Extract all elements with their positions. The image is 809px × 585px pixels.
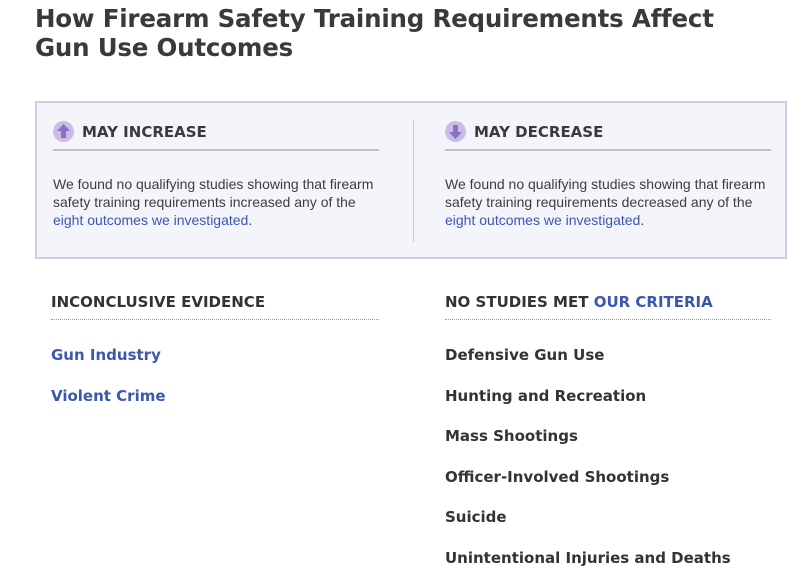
may-decrease-text: We found no qualifying studies showing t… (445, 175, 771, 229)
no-studies-title: NO STUDIES MET OUR CRITERIA (445, 292, 713, 312)
may-decrease-title: MAY DECREASE (474, 123, 604, 141)
outcome-defensive-gun-use: Defensive Gun Use (445, 346, 605, 364)
outcome-unintentional-injuries-and-deaths: Unintentional Injuries and Deaths (445, 549, 731, 567)
may-decrease-text-body: We found no qualifying studies showing t… (445, 176, 766, 210)
may-increase-text: We found no qualifying studies showing t… (53, 175, 379, 229)
inconclusive-evidence-header: INCONCLUSIVE EVIDENCE (51, 290, 379, 320)
arrow-down-icon (445, 121, 466, 142)
may-decrease-header: MAY DECREASE (445, 119, 771, 151)
outcome-mass-shootings: Mass Shootings (445, 427, 578, 445)
inconclusive-evidence-title: INCONCLUSIVE EVIDENCE (51, 293, 266, 311)
may-increase-title: MAY INCREASE (82, 123, 207, 141)
arrow-up-icon (53, 121, 74, 142)
our-criteria-link[interactable]: OUR CRITERIA (593, 293, 713, 311)
outcome-link-gun-industry[interactable]: Gun Industry (51, 346, 161, 364)
no-studies-title-text: NO STUDIES MET (445, 293, 594, 311)
outcome-hunting-and-recreation: Hunting and Recreation (445, 387, 647, 405)
eight-outcomes-link[interactable]: eight outcomes we investigated (53, 212, 249, 228)
may-increase-header: MAY INCREASE (53, 119, 379, 151)
may-increase-text-end: . (248, 212, 253, 228)
outcome-link-violent-crime[interactable]: Violent Crime (51, 387, 166, 405)
no-studies-header: NO STUDIES MET OUR CRITERIA (445, 290, 771, 320)
may-decrease-text-end: . (640, 212, 645, 228)
effects-summary-box: MAY INCREASE We found no qualifying stud… (35, 101, 787, 259)
eight-outcomes-link[interactable]: eight outcomes we investigated (445, 212, 641, 228)
page-title: How Firearm Safety Training Requirements… (35, 4, 714, 62)
outcome-suicide: Suicide (445, 508, 507, 526)
may-increase-text-body: We found no qualifying studies showing t… (53, 176, 374, 210)
effects-divider (413, 120, 414, 242)
outcome-officer-involved-shootings: Officer-Involved Shootings (445, 468, 670, 486)
